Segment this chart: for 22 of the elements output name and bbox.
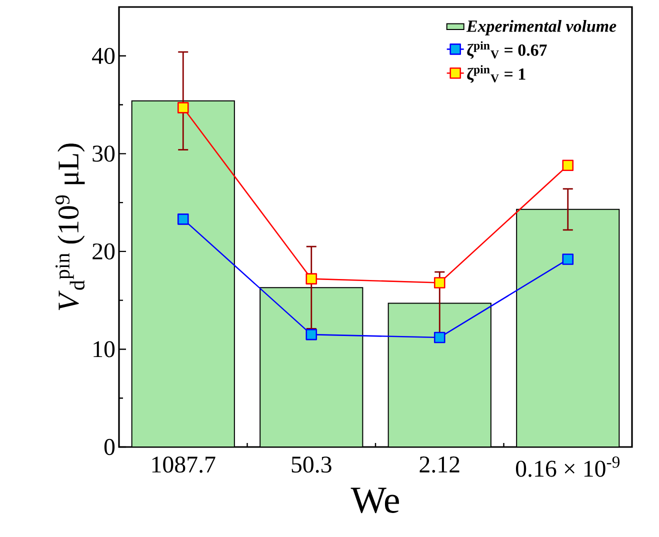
legend-label: Experimental volume <box>466 20 616 36</box>
y-tick-label: 30 <box>92 146 115 162</box>
y-tick-label: 10 <box>94 341 115 358</box>
y-tick-label: 0 <box>104 438 115 456</box>
point <box>562 254 574 265</box>
legend-label: ζ$^{pin}$$_{V}$ = 0.67 <box>467 41 547 59</box>
legend-label: ζ$^{pin}$$_{V}$ = 1 <box>467 65 526 83</box>
y-axis-title: V$_{d}$$^{pin}$ (10$^{9}$ μL) <box>55 144 85 310</box>
y-tick-label: 40 <box>92 48 115 64</box>
x-tick-label: 0.16 × 10$^{-9}$ <box>516 456 620 477</box>
point <box>562 160 574 172</box>
x-tick-label: 50.3 <box>292 456 332 473</box>
point <box>177 102 189 114</box>
x-tick-label: 2.12 <box>420 456 460 473</box>
y-tick-label: 20 <box>92 243 115 260</box>
point <box>434 277 446 288</box>
x-tick-label: 1087.7 <box>152 456 216 473</box>
point <box>306 273 318 284</box>
point <box>177 214 189 225</box>
point <box>434 332 446 344</box>
point <box>306 328 318 340</box>
x-axis-title: We <box>350 488 399 514</box>
